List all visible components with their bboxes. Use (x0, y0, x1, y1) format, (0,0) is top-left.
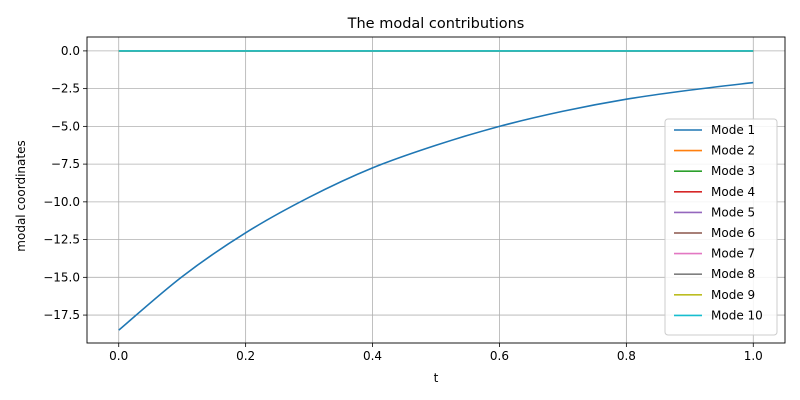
legend-label: Mode 9 (711, 288, 755, 302)
series-line-mode-1 (118, 81, 754, 331)
x-tick-label: 0.0 (109, 349, 128, 363)
legend-label: Mode 8 (711, 267, 755, 281)
legend-label: Mode 10 (711, 308, 763, 322)
y-tick-label: −15.0 (43, 270, 80, 284)
legend-label: Mode 4 (711, 185, 755, 199)
legend-label: Mode 7 (711, 247, 755, 261)
chart-title: The modal contributions (347, 16, 525, 32)
x-axis-title: t (434, 371, 439, 385)
y-tick-label: −7.5 (51, 157, 80, 171)
series-lines (118, 50, 754, 331)
y-tick-label: −10.0 (43, 195, 80, 209)
y-tick-label: −17.5 (43, 308, 80, 322)
x-tick-label: 0.8 (617, 349, 636, 363)
x-tick-label: 0.2 (236, 349, 255, 363)
legend-box (664, 118, 778, 336)
plot-area-frame (86, 36, 786, 344)
x-tick-label: 0.4 (363, 349, 382, 363)
legend-label: Mode 2 (711, 144, 755, 158)
y-tick-label: −5.0 (51, 119, 80, 133)
y-tick-label: −12.5 (43, 233, 80, 247)
x-tick-label: 0.6 (490, 349, 509, 363)
axis-ticks: 0.0 0.2 0.4 0.6 0.8 1.0 0.0 −2.5 −5.0 −7.5 −10.0 −1… (43, 44, 763, 363)
x-tick-label: 1.0 (744, 349, 763, 363)
legend-label: Mode 6 (711, 226, 755, 240)
legend-label: Mode 5 (711, 205, 755, 219)
legend: Mode 1 Mode 2 Mode 3 Mode 4 Mode 5 Mode 6 Mode… (664, 118, 778, 336)
legend-label: Mode 1 (711, 123, 755, 137)
y-axis-title: modal coordinates (14, 140, 28, 251)
y-tick-label: 0.0 (61, 44, 80, 58)
y-tick-label: −2.5 (51, 82, 80, 96)
legend-label: Mode 3 (711, 164, 755, 178)
